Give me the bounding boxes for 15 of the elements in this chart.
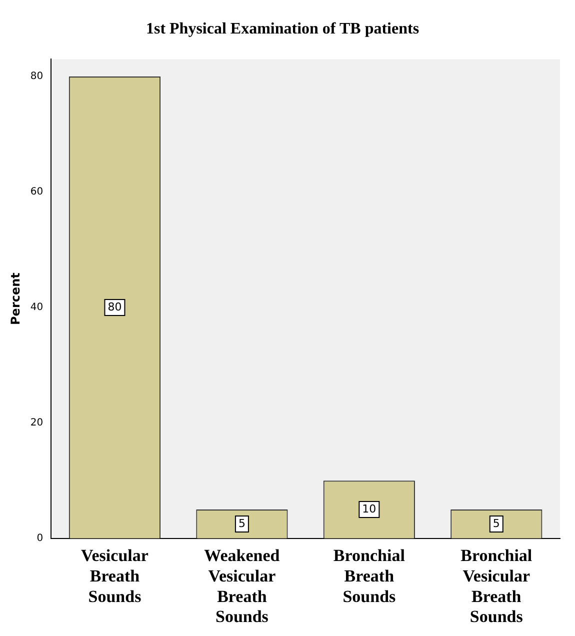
data-label: 5 bbox=[492, 516, 500, 530]
y-tick-label: 0 bbox=[36, 532, 44, 544]
chart-title: 1st Physical Examination of TB patients bbox=[146, 20, 420, 38]
x-tick-label: Weakened Vesicular Breath Sounds bbox=[204, 546, 280, 626]
y-tick-label: 20 bbox=[30, 418, 44, 429]
y-axis-title: Percent bbox=[8, 272, 22, 325]
y-tick-label: 80 bbox=[30, 71, 44, 82]
y-tick-label: 40 bbox=[30, 302, 44, 314]
x-tick-label: Bronchial Vesicular Breath Sounds bbox=[460, 546, 532, 626]
data-label: 80 bbox=[108, 300, 122, 314]
data-label: 5 bbox=[238, 516, 246, 530]
x-tick-label: Bronchial Breath Sounds bbox=[333, 546, 406, 606]
data-label: 10 bbox=[362, 502, 376, 516]
x-tick-label: Vesicular Breath Sounds bbox=[81, 546, 149, 606]
y-tick-label: 60 bbox=[30, 186, 44, 198]
